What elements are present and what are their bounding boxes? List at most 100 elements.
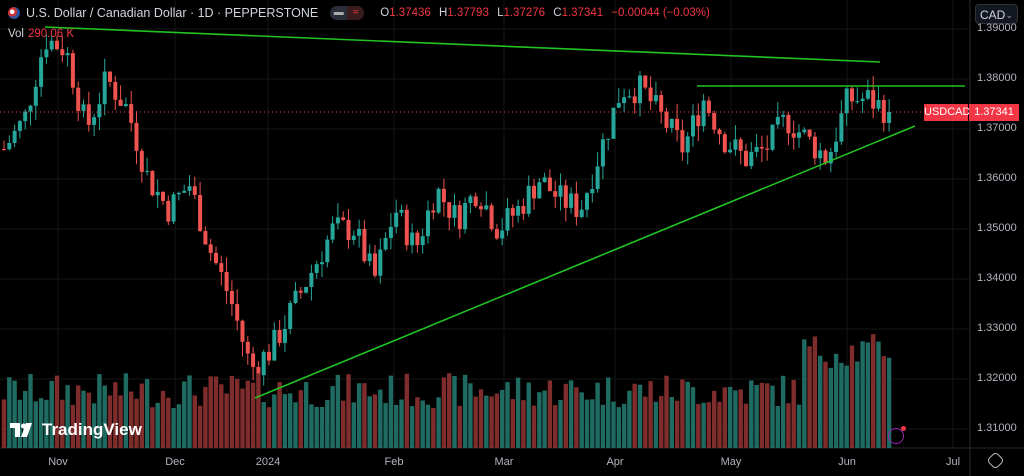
volume-bar [166,397,171,448]
volume-bar [150,407,155,448]
volume-bar [341,400,346,448]
candle-body [235,304,240,321]
volume-bar [696,403,701,448]
volume-bar [754,384,759,448]
candle-body [33,86,38,106]
volume-bar [568,380,574,448]
volume-bar [176,404,182,448]
candle-body [351,235,356,240]
lightning-icon[interactable] [888,426,906,444]
candle-body [542,177,547,183]
volume-bar [786,403,791,448]
candle-body [256,366,261,376]
volume-bar [743,403,749,448]
symbol-legend: U.S. Dollar / Canadian Dollar · 1D · PEP… [8,6,715,20]
volume-bar [425,404,431,448]
volume-bar [510,399,515,448]
candle-body [161,191,165,201]
trend-line [254,125,916,399]
volume-bar [452,376,457,448]
volume-bar [86,392,91,448]
candle-body [812,136,817,159]
candle-body [383,237,388,250]
volume-bar [436,397,441,448]
candle-body [850,88,854,102]
candle-body [600,139,605,167]
candle-body [876,99,881,109]
volume-bar [404,373,409,448]
volume-bar [632,383,637,448]
candle-body [855,101,860,103]
candle-body [701,100,706,127]
candle-body [579,209,584,217]
volume-bar [886,357,892,448]
candle-body [378,249,383,276]
y-tick-label: 1.33000 [977,322,1017,334]
symbol-title[interactable]: U.S. Dollar / Canadian Dollar · 1D · PEP… [26,6,319,20]
candle-body [304,287,309,293]
candle-body [65,53,70,56]
candle-body [818,150,823,159]
y-tick-label: 1.36000 [977,172,1017,184]
volume-bar [547,380,553,448]
volume-bar [330,386,335,448]
volume-bar [213,376,219,448]
candle-body [92,117,97,125]
candle-body [23,111,28,122]
volume-bar [876,341,881,448]
volume-bar [701,402,706,448]
volume-bar [505,382,510,448]
candle-body [240,320,245,342]
volume-bar [171,407,176,448]
volume-bar [659,396,664,448]
volume-bar [224,393,229,448]
candle-body [521,206,526,214]
volume-bar [727,386,733,448]
candle-body [797,132,801,138]
candle-body [669,118,674,128]
y-tick-label: 1.38000 [977,72,1017,84]
candle-body [39,57,44,87]
candle-body [770,124,775,150]
volume-bar [272,394,277,448]
volume-bar [706,402,712,448]
candle-body [166,200,171,222]
volume-bar [489,396,494,448]
volume-bar [621,403,627,448]
candle-body [765,148,770,150]
volume-bar [325,399,330,448]
volume-bar [388,375,394,448]
x-tick-label: Dec [165,456,185,468]
tradingview-logo[interactable]: TradingView [10,420,142,440]
candle-body [680,130,685,153]
candle-body [479,206,483,210]
chevron-down-icon: ⌄ [1005,10,1013,20]
candle-body [362,228,367,262]
x-tick-label: Apr [606,456,624,468]
volume-bar [765,383,770,448]
candle-body [282,328,287,343]
candle-body [176,192,181,195]
volume-bar [335,374,341,448]
volume-bar [60,399,65,448]
candle-body [860,98,865,102]
volume-bar [791,379,796,448]
volume-bar [818,355,823,448]
volume-bar [871,334,876,448]
volume-bar [97,374,102,448]
candle-body [288,302,293,329]
candle-body [12,130,17,143]
volume-bar [235,378,240,448]
currency-selector[interactable]: CAD ⌄ [975,4,1018,24]
candle-body [500,230,505,239]
volume-bar [595,382,600,448]
candle-body [198,195,203,231]
toggle-icon[interactable]: ▬ ≈ [330,6,365,20]
candle-body [839,113,844,142]
candle-body [399,209,404,213]
candle-body [192,186,197,196]
us-flag-icon [8,7,20,19]
volume-bar [648,381,653,448]
volume-bar [844,365,849,448]
